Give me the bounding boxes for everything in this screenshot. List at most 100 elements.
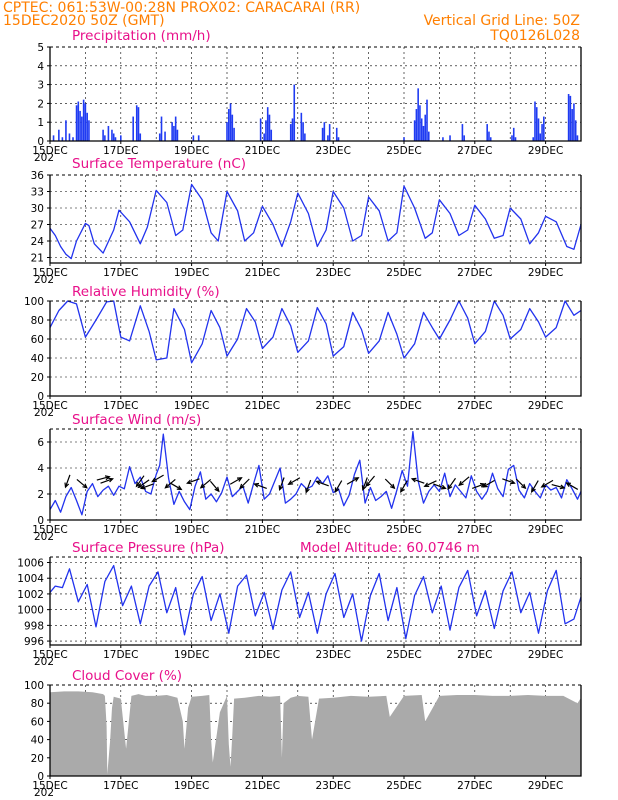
precip-bar: [102, 129, 104, 141]
y-tick-label: 80: [31, 315, 44, 327]
panel-frame: [49, 685, 582, 777]
x-tick-label: 27DEC: [457, 524, 492, 536]
x-tick-label: 21DEC: [245, 649, 280, 661]
precip-bar: [328, 124, 331, 141]
x-tick-label: 15DEC: [32, 267, 67, 279]
precip-bar: [419, 105, 421, 141]
precip-bar: [120, 135, 122, 141]
precip-bar: [229, 103, 232, 141]
precip-bar: [61, 137, 64, 141]
year-corner-label: 202: [34, 656, 54, 668]
precip-bar: [173, 125, 175, 141]
wind-title: Surface Wind (m/s): [72, 412, 201, 428]
wind-panel: Surface Wind (m/s) 0 2 4 6 15DEC 17DEC 19DEC 21…: [32, 412, 582, 543]
precip-bar: [293, 84, 296, 141]
wind-arrow: [209, 480, 220, 493]
wind-arrow: [447, 477, 457, 491]
precip-bar: [231, 114, 234, 141]
precip-bar: [158, 133, 161, 141]
model-code-header: TQ0126L028: [489, 28, 580, 44]
y-tick-label: 6: [37, 437, 44, 449]
precip-bar: [197, 135, 200, 141]
precip-bar: [174, 116, 177, 141]
y-tick-label: 1006: [17, 558, 44, 570]
series-line: [49, 564, 582, 642]
precip-bar: [413, 120, 416, 141]
precip-bar: [486, 124, 488, 141]
x-tick-label: 29DEC: [528, 524, 563, 536]
precip-bar: [567, 94, 570, 141]
wind-arrow: [384, 478, 396, 490]
x-tick-label: 25DEC: [386, 780, 421, 792]
wind-arrow: [423, 480, 437, 487]
x-tick-label: 15DEC: [32, 524, 67, 536]
precipitation-plot: 0 1 2 3 4 5 15DEC 17DEC 19DEC 21DEC 23DEC 25DEC 27DE…: [32, 42, 582, 164]
x-tick-label: 17DEC: [103, 649, 138, 661]
y-tick-label: 1: [37, 117, 44, 129]
model-altitude-label: Model Altitude: 60.0746 m: [300, 540, 480, 556]
y-tick-label: 2: [37, 98, 44, 110]
precip-bar: [226, 122, 228, 141]
precip-bar: [270, 129, 273, 141]
precip-bar: [164, 131, 166, 141]
precip-bar: [424, 114, 427, 141]
x-tick-label: 23DEC: [315, 524, 350, 536]
x-tick-label: 19DEC: [174, 780, 209, 792]
precip-bar: [58, 129, 60, 141]
precip-bar: [323, 122, 326, 141]
x-tick-label: 25DEC: [386, 400, 421, 412]
precipitation-panel: Precipitation (mm/h) 0 1 2 3 4 5 15DEC 17DEC 19D…: [32, 28, 582, 164]
pressure-title: Surface Pressure (hPa): [72, 540, 225, 556]
y-tick-label: 2: [37, 489, 44, 501]
precip-bar: [420, 118, 423, 141]
x-tick-label: 23DEC: [315, 780, 350, 792]
y-tick-label: 60: [31, 334, 44, 346]
precip-bar: [75, 105, 78, 141]
y-tick-label: 60: [31, 716, 44, 728]
precip-bar: [84, 103, 87, 141]
year-corner-label: 202: [34, 787, 54, 799]
precip-bar: [512, 127, 515, 141]
x-tick-label: 27DEC: [457, 780, 492, 792]
x-tick-label: 29DEC: [528, 400, 563, 412]
humidity-plot: 0 20 40 60 80 100 15DEC 17DEC 19DEC 21DEC 23DEC 25D…: [24, 296, 582, 419]
precip-bar: [573, 103, 575, 141]
x-tick-label: 15DEC: [32, 145, 67, 157]
precip-bar: [461, 124, 464, 141]
y-tick-label: 40: [31, 735, 44, 747]
x-tick-label: 21DEC: [245, 524, 280, 536]
panel-frame: [49, 301, 582, 397]
precip-bar: [139, 133, 142, 141]
y-tick-label: 33: [31, 187, 44, 199]
wind-arrow: [365, 475, 376, 488]
station-header: CPTEC: 061:53W-00:28N PROX02: CARACARAI …: [3, 0, 360, 16]
precip-bar: [422, 125, 425, 141]
x-tick-label: 19DEC: [174, 267, 209, 279]
precip-bar: [259, 118, 262, 141]
pressure-plot: 996 998 1000 1002 1004 1006 15DEC 17DEC 19DEC 21D…: [17, 556, 582, 668]
y-tick-label: 20: [31, 372, 44, 384]
y-tick-label: 996: [24, 636, 44, 648]
precipitation-title: Precipitation (mm/h): [72, 28, 211, 44]
precip-bar: [300, 112, 303, 141]
x-tick-label: 19DEC: [174, 524, 209, 536]
wind-arrow: [502, 478, 516, 485]
x-tick-label: 29DEC: [528, 267, 563, 279]
x-tick-label: 19DEC: [174, 145, 209, 157]
humidity-panel: Relative Humidity (%) 0 20 40 60 80 100 15DEC 1…: [24, 284, 582, 419]
x-tick-label: 17DEC: [103, 524, 138, 536]
wind-arrow: [151, 474, 164, 483]
x-tick-label: 17DEC: [103, 267, 138, 279]
wind-arrow: [135, 475, 145, 488]
wind-arrow: [139, 483, 154, 490]
precip-bar: [137, 107, 140, 141]
grid-line-header: Vertical Grid Line: 50Z: [424, 13, 580, 29]
precip-bar: [132, 116, 134, 141]
precip-bar: [321, 127, 324, 141]
y-tick-label: 0: [37, 515, 44, 527]
x-tick-label: 19DEC: [174, 400, 209, 412]
precip-bar: [449, 135, 451, 141]
cloud-cover-area: [50, 691, 581, 776]
panel-frame: [49, 429, 582, 521]
